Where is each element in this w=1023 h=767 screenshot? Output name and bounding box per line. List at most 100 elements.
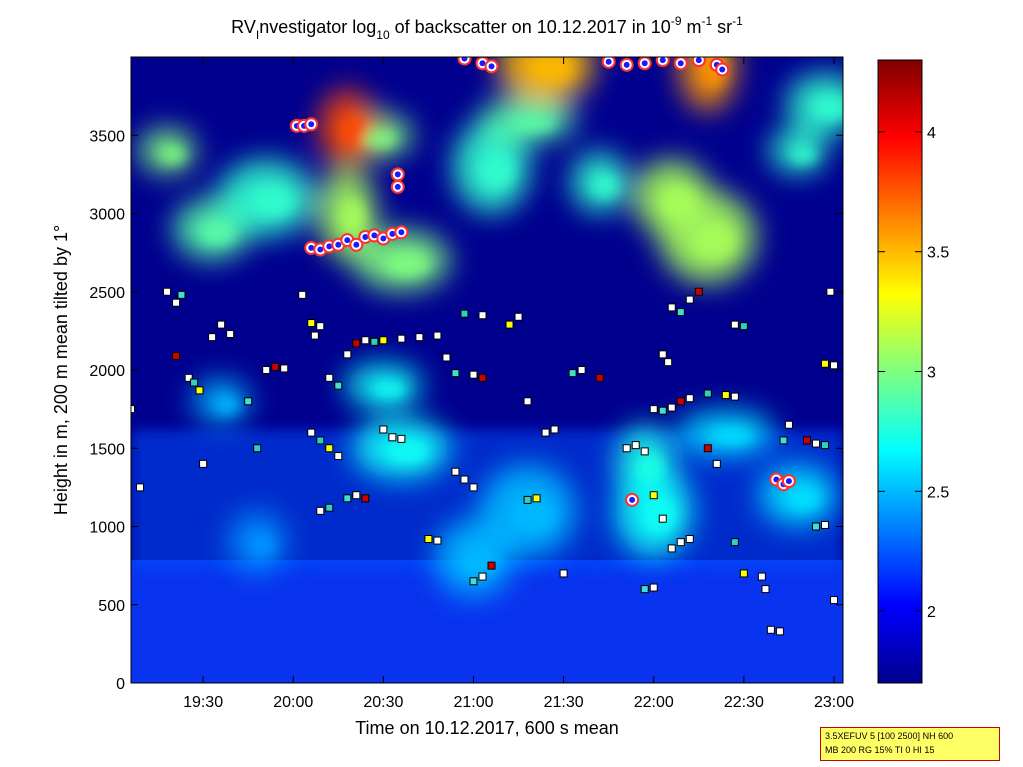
layer-marker <box>730 392 739 401</box>
layer-marker <box>352 339 361 348</box>
layer-marker <box>325 444 334 453</box>
cloud-base-core <box>394 171 401 178</box>
field-core <box>363 130 398 149</box>
layer-marker <box>730 538 739 547</box>
layer-marker <box>676 538 685 547</box>
layer-marker <box>658 514 667 523</box>
layer-marker <box>505 320 514 329</box>
layer-marker <box>685 295 694 304</box>
y-tick-label: 2500 <box>89 285 125 302</box>
y-axis: 0 500 1000 1500 2000 2500 3000 3500 <box>89 128 843 693</box>
layer-marker <box>685 394 694 403</box>
layer-marker <box>802 436 811 445</box>
y-tick-label: 1000 <box>89 520 125 537</box>
layer-marker <box>676 397 685 406</box>
cloud-base-core <box>695 57 702 64</box>
layer-marker <box>433 331 442 340</box>
layer-marker <box>298 290 307 299</box>
layer-marker <box>316 322 325 331</box>
layer-marker <box>667 403 676 412</box>
layer-marker <box>177 290 186 299</box>
layer-marker <box>397 334 406 343</box>
layer-marker <box>478 311 487 320</box>
colorbar-tick-label: 3 <box>927 365 936 382</box>
x-tick-label: 20:30 <box>363 694 403 711</box>
cloud-base-core <box>371 232 378 239</box>
layer-marker <box>352 491 361 500</box>
layer-marker <box>811 439 820 448</box>
field-core <box>511 496 556 534</box>
layer-marker <box>424 535 433 544</box>
layer-marker <box>826 287 835 296</box>
layer-marker <box>784 420 793 429</box>
layer-marker <box>667 303 676 312</box>
layer-marker <box>577 366 586 374</box>
field-core <box>372 380 407 399</box>
field-core <box>529 57 574 85</box>
layer-marker <box>550 425 559 434</box>
layer-marker <box>307 319 316 328</box>
layer-marker <box>388 433 397 442</box>
layer-marker <box>523 397 532 406</box>
layer-marker <box>622 444 631 453</box>
cloud-base-core <box>629 496 636 503</box>
layer-marker <box>658 406 667 415</box>
layer-marker <box>811 522 820 531</box>
field-core <box>813 95 843 120</box>
layer-marker <box>712 459 721 468</box>
x-tick-label: 21:30 <box>544 694 584 711</box>
layer-marker <box>190 378 199 387</box>
layer-marker <box>217 320 226 329</box>
layer-marker <box>739 569 748 578</box>
layer-marker <box>631 441 640 450</box>
layer-marker <box>163 287 172 296</box>
layer-marker <box>667 544 676 553</box>
cloud-base-core <box>394 183 401 190</box>
layer-marker <box>694 287 703 296</box>
layer-marker <box>172 298 181 307</box>
layer-marker <box>343 350 352 359</box>
layer-marker <box>640 585 649 594</box>
layer-marker <box>779 436 788 445</box>
layer-marker <box>361 336 370 345</box>
y-tick-label: 2000 <box>89 363 125 380</box>
chart-title: RVInvestigator log10 of backscatter on 1… <box>231 14 743 42</box>
layer-marker <box>469 577 478 586</box>
y-axis-label: Height in m, 200 m mean tilted by 1° <box>51 225 71 515</box>
layer-marker <box>703 389 712 398</box>
field-core <box>340 116 366 147</box>
cloud-base-core <box>677 60 684 67</box>
cloud-base-core <box>785 478 792 485</box>
field-core <box>660 186 695 218</box>
field-core <box>593 174 619 199</box>
cloud-base-core <box>308 244 315 251</box>
layer-marker <box>469 483 478 492</box>
layer-marker <box>397 434 406 443</box>
layer-marker <box>136 483 145 492</box>
layer-marker <box>640 447 649 456</box>
field-core <box>511 114 556 133</box>
cloud-base-core <box>326 243 333 250</box>
x-tick-label: 22:30 <box>724 694 764 711</box>
cloud-base-core <box>641 60 648 67</box>
layer-marker <box>523 495 532 504</box>
layer-marker <box>343 494 352 503</box>
x-tick-label: 21:00 <box>453 694 493 711</box>
layer-marker <box>829 361 838 370</box>
layer-marker <box>184 373 193 382</box>
layer-marker <box>208 333 217 342</box>
infobox-line-1: 3.5XEFUV 5 [100 2500] NH 600 <box>825 731 954 741</box>
x-tick-label: 22:00 <box>634 694 674 711</box>
layer-marker <box>703 444 712 453</box>
layer-marker <box>226 330 235 339</box>
layer-marker <box>442 353 451 362</box>
cloud-base-core <box>461 57 468 62</box>
colorbar-tick-label: 2 <box>927 604 936 621</box>
layer-marker <box>820 359 829 368</box>
layer-marker <box>739 322 748 331</box>
layer-marker <box>307 428 316 437</box>
layer-marker <box>595 373 604 382</box>
layer-marker <box>658 350 667 359</box>
field-core <box>214 396 240 415</box>
